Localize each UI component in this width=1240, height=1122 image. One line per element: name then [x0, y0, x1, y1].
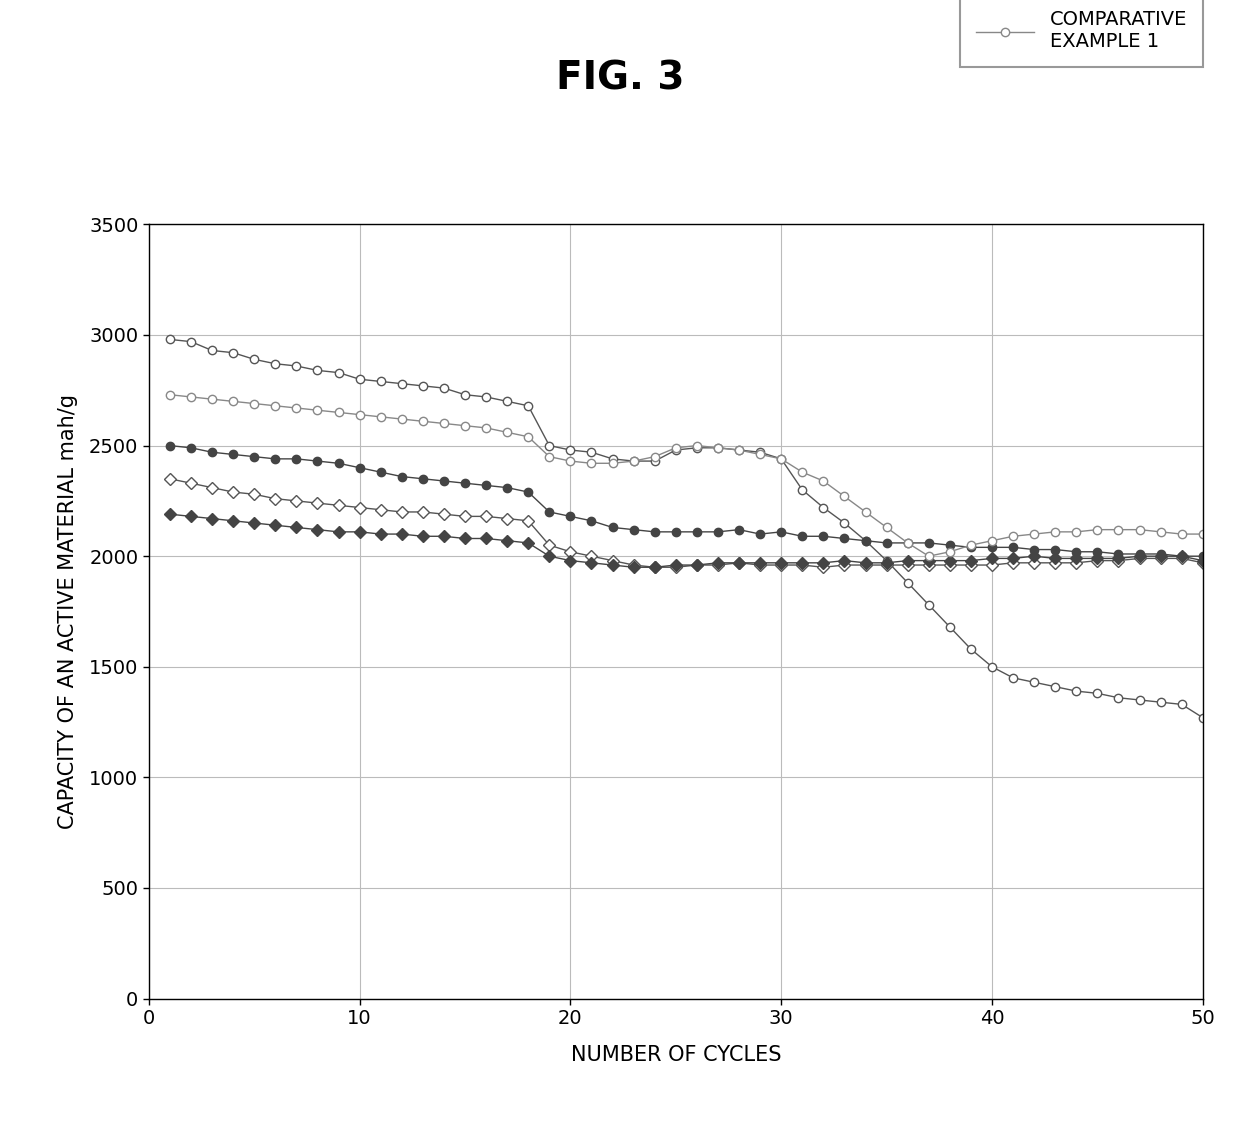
Text: FIG. 3: FIG. 3 [556, 59, 684, 98]
X-axis label: NUMBER OF CYCLES: NUMBER OF CYCLES [570, 1045, 781, 1065]
Legend: EXAMPLE 1, EXAMPLE 2, EXAMPLE 3, EXAMPLE 4, COMPARATIVE
EXAMPLE 1: EXAMPLE 1, EXAMPLE 2, EXAMPLE 3, EXAMPLE… [961, 0, 1203, 67]
Y-axis label: CAPACITY OF AN ACTIVE MATERIAL mah/g: CAPACITY OF AN ACTIVE MATERIAL mah/g [58, 394, 78, 829]
